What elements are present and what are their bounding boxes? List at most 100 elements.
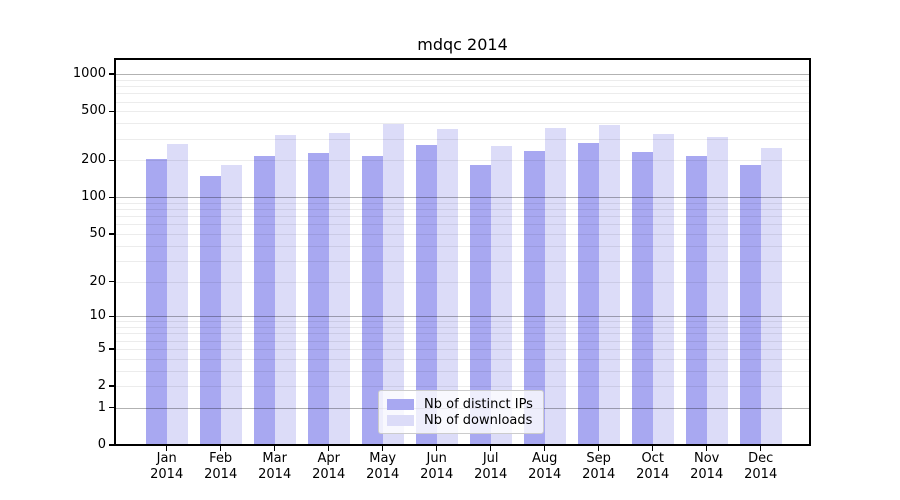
bar-downloads-dec bbox=[760, 148, 782, 445]
minor-gridline bbox=[115, 358, 810, 360]
bar-distinct-ips-may bbox=[361, 156, 383, 445]
top-spine bbox=[114, 58, 811, 60]
bar-distinct-ips-nov bbox=[685, 156, 707, 445]
minor-gridline bbox=[115, 281, 810, 283]
minor-gridline bbox=[115, 233, 810, 235]
x-tick bbox=[166, 446, 168, 451]
y-axis-label: 10 bbox=[89, 308, 106, 324]
y-axis-label: 50 bbox=[89, 225, 106, 241]
legend-swatch-distinct-ips bbox=[387, 398, 414, 410]
y-axis-label: 200 bbox=[81, 152, 106, 168]
chart-title: mdqc 2014 bbox=[417, 35, 508, 54]
minor-gridline bbox=[115, 79, 810, 81]
y-tick bbox=[109, 315, 114, 317]
y-tick bbox=[109, 348, 114, 350]
bar-distinct-ips-jan bbox=[145, 159, 167, 445]
bar-downloads-jun bbox=[436, 128, 458, 445]
x-axis-label: Aug 2014 bbox=[528, 451, 562, 482]
left-spine bbox=[114, 58, 116, 446]
legend-label-downloads: Nb of downloads bbox=[424, 412, 533, 428]
bar-downloads-jul bbox=[490, 146, 512, 445]
minor-gridline bbox=[115, 160, 810, 162]
minor-gridline bbox=[115, 93, 810, 95]
bar-downloads-mar bbox=[274, 135, 296, 445]
bar-downloads-may bbox=[382, 123, 404, 445]
y-tick bbox=[109, 73, 114, 75]
bar-downloads-nov bbox=[706, 136, 728, 445]
minor-gridline bbox=[115, 224, 810, 226]
y-axis-label: 5 bbox=[97, 340, 106, 356]
bar-distinct-ips-jun bbox=[415, 145, 437, 445]
x-axis-label: May 2014 bbox=[366, 451, 400, 482]
x-axis-label: Oct 2014 bbox=[636, 451, 670, 482]
minor-gridline bbox=[115, 327, 810, 329]
minor-gridline bbox=[115, 340, 810, 342]
right-spine bbox=[809, 58, 811, 446]
x-axis-label: Nov 2014 bbox=[690, 451, 724, 482]
minor-gridline bbox=[115, 209, 810, 211]
bar-downloads-jan bbox=[166, 144, 188, 445]
x-tick bbox=[706, 446, 708, 451]
minor-gridline bbox=[115, 333, 810, 335]
x-tick bbox=[274, 446, 276, 451]
minor-gridline bbox=[115, 321, 810, 323]
x-tick bbox=[652, 446, 654, 451]
x-tick bbox=[598, 446, 600, 451]
bar-distinct-ips-sep bbox=[577, 143, 599, 445]
x-axis-label: Sep 2014 bbox=[582, 451, 616, 482]
minor-gridline bbox=[115, 216, 810, 218]
y-axis-label: 0 bbox=[97, 437, 106, 452]
x-tick bbox=[760, 446, 762, 451]
x-axis-label: Apr 2014 bbox=[312, 451, 346, 482]
plot-area bbox=[115, 59, 810, 445]
minor-gridline bbox=[115, 260, 810, 262]
y-tick bbox=[109, 444, 114, 446]
y-tick bbox=[109, 233, 114, 235]
y-tick bbox=[109, 385, 114, 387]
major-gridline bbox=[115, 316, 810, 318]
x-axis-label: Dec 2014 bbox=[744, 451, 778, 482]
legend: Nb of distinct IPs Nb of downloads bbox=[378, 390, 544, 434]
y-tick bbox=[109, 280, 114, 283]
bar-downloads-oct bbox=[652, 133, 674, 445]
x-axis-label: Feb 2014 bbox=[204, 451, 238, 482]
bar-downloads-aug bbox=[544, 128, 566, 445]
y-axis-label: 20 bbox=[89, 273, 106, 289]
major-gridline bbox=[115, 74, 810, 76]
bar-distinct-ips-mar bbox=[253, 156, 275, 445]
x-axis-label: Jul 2014 bbox=[474, 451, 508, 482]
minor-gridline bbox=[115, 202, 810, 204]
x-tick bbox=[490, 446, 492, 451]
y-tick bbox=[109, 159, 114, 161]
x-axis-label: Jun 2014 bbox=[420, 451, 454, 482]
legend-item-downloads: Nb of downloads bbox=[387, 413, 535, 428]
y-tick bbox=[109, 407, 114, 409]
bar-distinct-ips-jul bbox=[469, 164, 491, 445]
minor-gridline bbox=[115, 111, 810, 113]
bar-downloads-sep bbox=[598, 124, 620, 445]
y-axis-label: 2 bbox=[97, 378, 106, 394]
y-tick bbox=[109, 196, 114, 198]
minor-gridline bbox=[115, 123, 810, 125]
x-tick bbox=[382, 446, 384, 451]
minor-gridline bbox=[115, 138, 810, 140]
x-axis-label: Jan 2014 bbox=[150, 451, 184, 482]
bar-distinct-ips-dec bbox=[739, 164, 761, 445]
bottom-spine bbox=[114, 444, 811, 446]
bar-distinct-ips-feb bbox=[199, 175, 221, 445]
major-gridline bbox=[115, 197, 810, 199]
minor-gridline bbox=[115, 370, 810, 372]
x-axis-label: Mar 2014 bbox=[258, 451, 292, 482]
minor-gridline bbox=[115, 101, 810, 103]
minor-gridline bbox=[115, 348, 810, 350]
bar-downloads-apr bbox=[328, 132, 350, 445]
bar-distinct-ips-oct bbox=[631, 151, 653, 445]
x-tick bbox=[328, 446, 330, 451]
bar-distinct-ips-aug bbox=[523, 150, 545, 445]
bar-distinct-ips-apr bbox=[307, 152, 329, 445]
y-axis-label: 1000 bbox=[72, 66, 106, 82]
y-axis-label: 1 bbox=[97, 399, 106, 415]
bar-downloads-feb bbox=[220, 164, 242, 445]
legend-swatch-downloads bbox=[387, 414, 414, 426]
